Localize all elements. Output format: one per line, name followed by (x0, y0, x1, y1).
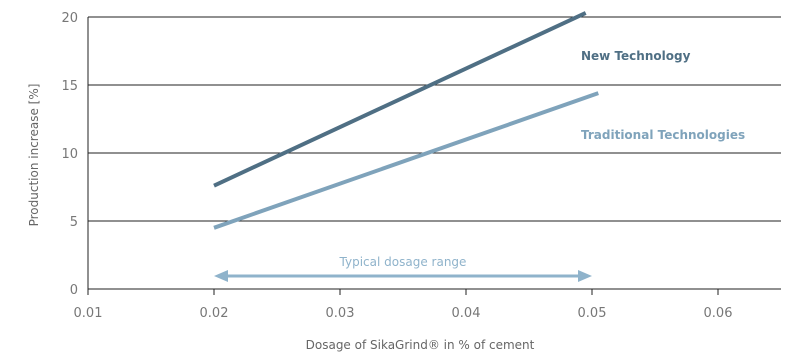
x-tick-label: 0.03 (326, 306, 355, 321)
x-axis-ticks: 0.01 0.02 0.03 0.04 0.05 0.06 (74, 289, 733, 321)
series-line-1 (213, 91, 599, 230)
y-tick-label: 10 (61, 147, 78, 162)
y-axis-label: Production increase [%] (27, 84, 41, 227)
x-tick-label: 0.05 (578, 306, 607, 321)
series-group (213, 11, 599, 230)
y-axis-ticks: 0 5 10 15 20 (61, 11, 78, 298)
x-tick-label: 0.04 (452, 306, 481, 321)
y-tick-label: 15 (61, 79, 78, 94)
range-annotation-label: Typical dosage range (339, 255, 467, 269)
series-label-traditional-technologies: Traditional Technologies (581, 128, 745, 142)
range-arrow-right-head (578, 270, 592, 282)
series-label-new-technology: New Technology (581, 49, 691, 63)
x-tick-label: 0.02 (200, 306, 229, 321)
y-tick-label: 20 (61, 11, 78, 26)
grid (87, 16, 781, 290)
y-tick-label: 0 (70, 283, 78, 298)
x-tick-label: 0.06 (704, 306, 733, 321)
x-tick-label: 0.01 (74, 306, 103, 321)
range-arrow-left-head (214, 270, 228, 282)
dosage-range-annotation: Typical dosage range (214, 255, 592, 282)
y-tick-label: 5 (70, 215, 78, 230)
x-axis-label: Dosage of SikaGrind® in % of cement (306, 338, 535, 352)
series-line-0 (213, 11, 587, 188)
